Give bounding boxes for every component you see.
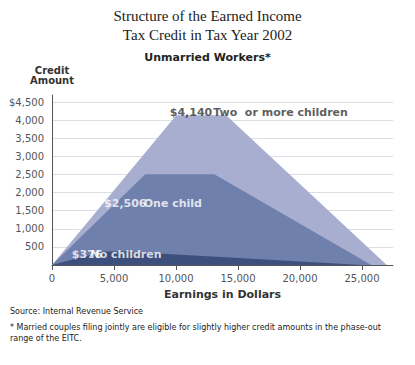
svg-text:25,000: 25,000 xyxy=(345,273,380,284)
svg-text:3,500: 3,500 xyxy=(15,133,44,144)
svg-text:Two or more children: Two or more children xyxy=(213,106,348,119)
svg-text:4,000: 4,000 xyxy=(15,115,44,126)
svg-text:Structure of the Earned Income: Structure of the Earned Income xyxy=(113,8,302,24)
svg-text:5,000: 5,000 xyxy=(100,273,129,284)
svg-text:0: 0 xyxy=(49,273,55,284)
svg-text:Credit: Credit xyxy=(34,64,70,76)
svg-text:Amount: Amount xyxy=(30,75,74,86)
svg-text:One child: One child xyxy=(144,197,202,210)
svg-text:1,000: 1,000 xyxy=(15,223,44,234)
svg-text:500: 500 xyxy=(25,241,44,252)
svg-text:Source: Internal Revenue Servi: Source: Internal Revenue Service xyxy=(10,307,143,316)
svg-text:$2,506: $2,506 xyxy=(104,197,147,210)
svg-text:10,000: 10,000 xyxy=(159,273,194,284)
svg-text:No children: No children xyxy=(90,248,161,261)
svg-text:range of the EITC.: range of the EITC. xyxy=(10,334,82,343)
svg-text:20,000: 20,000 xyxy=(283,273,318,284)
svg-text:1,500: 1,500 xyxy=(15,205,44,216)
svg-text:2,500: 2,500 xyxy=(15,169,44,180)
svg-text:15,000: 15,000 xyxy=(221,273,256,284)
svg-text:* Married couples filing joint: * Married couples filing jointly are eli… xyxy=(10,323,383,332)
svg-text:$376: $376 xyxy=(71,247,103,261)
svg-text:$4,500: $4,500 xyxy=(9,97,44,108)
svg-text:$4,140: $4,140 xyxy=(170,106,213,119)
svg-text:Tax Credit in Tax Year 2002: Tax Credit in Tax Year 2002 xyxy=(123,27,292,43)
svg-text:Earnings in Dollars: Earnings in Dollars xyxy=(164,288,282,301)
svg-text:3,000: 3,000 xyxy=(15,151,44,162)
svg-text:Unmarried Workers*: Unmarried Workers* xyxy=(144,51,271,64)
svg-text:2,000: 2,000 xyxy=(15,187,44,198)
